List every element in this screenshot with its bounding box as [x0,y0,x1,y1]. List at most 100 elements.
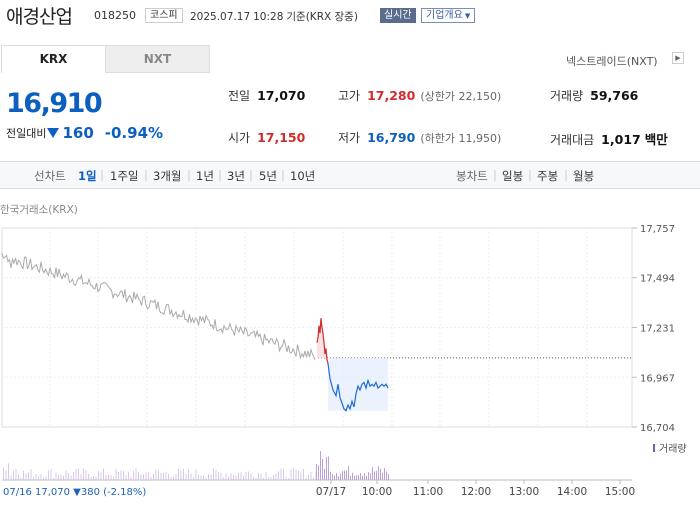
y-tick-label: 16,967 [640,373,675,384]
tab-nxt[interactable]: NXT [105,45,210,73]
volume-bar [342,471,343,480]
volume-bar [10,475,12,480]
period-5y[interactable]: 5년 [259,169,277,183]
divider: | [100,168,104,182]
volume-bar [153,474,154,480]
volume-bar [255,477,257,480]
volume-bar [358,475,359,480]
company-overview-label: 기업개요 [426,10,463,21]
quote-time: 10:28 [253,10,284,23]
volume-bar [5,470,7,480]
volume-bar [28,472,29,480]
stat-open-label: 시가 [228,131,251,145]
divider: | [249,168,253,182]
stat-low: 저가 16,790 (하한가 11,950) [338,129,501,146]
volume-bar [115,468,117,480]
company-overview-button[interactable]: 기업개요 ▼ [421,8,476,23]
live-badge[interactable]: 실시간 [380,8,416,23]
volume-bar [220,472,222,480]
volume-bar [113,476,114,480]
stat-volume-value: 59,766 [590,88,639,103]
volume-bar [48,470,49,480]
volume-bar [354,476,355,480]
volume-bar [128,472,129,480]
nextrade-link[interactable]: 넥스트레이드(NXT) [566,55,658,68]
volume-bar [370,473,371,480]
x-tick-label: 11:00 [413,486,443,498]
period-1d[interactable]: 1일 [78,169,97,183]
volume-bar [356,475,357,480]
candle-monthly[interactable]: 월봉 [573,169,595,183]
period-10y[interactable]: 10년 [290,169,316,183]
volume-bar [195,469,197,480]
volume-bar [165,471,167,480]
volume-bar [93,475,94,480]
period-3y[interactable]: 3년 [227,169,245,183]
volume-bar [83,468,84,480]
volume-bar [65,470,67,480]
volume-bar [318,465,319,480]
volume-bar [88,473,89,480]
volume-bar [313,477,314,480]
volume-bar [108,474,109,480]
volume-bar [223,477,224,480]
volume-bar [348,465,349,480]
volume-bar [145,472,147,480]
candle-daily[interactable]: 일봉 [502,169,524,183]
x-tick-label: 14:00 [557,486,587,498]
period-1y[interactable]: 1년 [196,169,214,183]
stat-prev-value: 17,070 [257,88,306,103]
candle-weekly[interactable]: 주봉 [537,169,559,183]
volume-bar [105,475,107,480]
volume-bar [123,470,124,480]
volume-bar [238,472,239,480]
tab-krx[interactable]: KRX [1,45,106,73]
x-tick-label: 10:00 [362,486,392,498]
volume-bar [175,474,177,480]
volume-bar [68,473,69,480]
x-tick-label: 15:00 [605,486,635,498]
volume-bar [268,477,269,480]
period-1w[interactable]: 1주일 [110,169,139,183]
volume-bar [366,475,367,480]
volume-bar [193,477,194,480]
exchange-tabs: KRX NXT 넥스트레이드(NXT) ▶ [0,45,700,73]
volume-bar [43,477,44,480]
change-label: 전일대비 [6,127,47,140]
volume-bar [245,472,247,480]
volume-bar [310,471,312,480]
stat-prev: 전일 17,070 [228,87,305,104]
change-amount: 160 [62,124,94,142]
volume-bar [20,477,22,480]
volume-bar [283,469,284,480]
volume-bar [303,468,304,480]
stat-open-value: 17,150 [257,130,306,145]
today-down-line [327,363,389,412]
x-tick-label: 07/17 [316,486,346,498]
caret-down-icon: ▼ [464,12,471,20]
volume-bar [300,472,302,480]
volume-bar [336,473,337,480]
candle-chart-label: 봉차트 [456,169,488,183]
down-area [328,357,388,411]
divider: | [281,168,285,182]
period-3m[interactable]: 3개월 [153,169,182,183]
up-area [317,318,328,364]
volume-bar [150,476,152,480]
prev-day-footer: 07/16 17,070 ▼380 (-2.18%) [3,487,146,498]
stat-amount-unit: 백만 [644,132,668,147]
volume-bar [70,475,72,480]
volume-bar [205,477,207,480]
volume-bar [178,468,179,480]
volume-bar [118,471,119,480]
volume-bar [293,468,294,480]
chevron-right-icon[interactable]: ▶ [672,52,684,64]
volume-bar [155,469,157,480]
chart-source: 한국거래소(KRX) [0,204,78,216]
volume-bar [322,458,323,480]
volume-bar [25,473,27,480]
volume-bar [230,473,232,480]
volume-bar [173,476,174,480]
volume-bar [103,468,104,480]
volume-bar [320,451,321,480]
